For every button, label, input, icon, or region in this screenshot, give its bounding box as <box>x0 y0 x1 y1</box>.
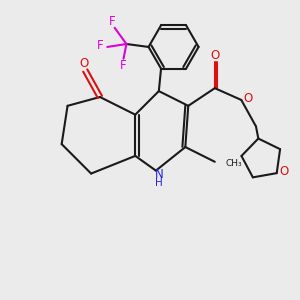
Text: CH₃: CH₃ <box>225 159 242 168</box>
Text: H: H <box>155 178 163 188</box>
Text: O: O <box>79 57 88 70</box>
Text: O: O <box>210 49 219 62</box>
Text: F: F <box>108 15 115 28</box>
Text: N: N <box>154 168 163 181</box>
Text: O: O <box>280 165 289 178</box>
Text: O: O <box>243 92 252 105</box>
Text: F: F <box>120 59 127 72</box>
Text: F: F <box>97 39 103 52</box>
